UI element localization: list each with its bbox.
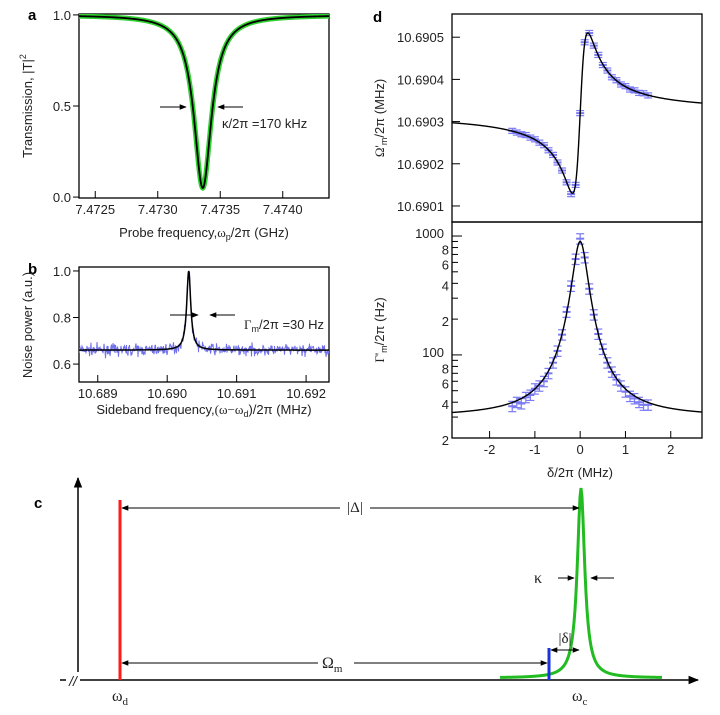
plot-frame xyxy=(78,266,330,383)
data-point xyxy=(576,233,585,245)
d-bottom-ylabel: Γ'm/2π (Hz) xyxy=(372,297,389,362)
plot-area xyxy=(452,233,702,414)
x-tick-label: 2 xyxy=(667,442,674,457)
x-tick-label: 7.4725 xyxy=(75,202,115,217)
fit-curve-d-top xyxy=(452,32,702,195)
y-tick-label: 10.6903 xyxy=(397,115,444,130)
y-tick-label: 10.6904 xyxy=(397,72,444,87)
data-point xyxy=(562,179,571,186)
y-tick-label: 1000 xyxy=(415,226,444,241)
y-tick-label: 4 xyxy=(442,278,449,293)
x-tick-label: 10.690 xyxy=(147,386,187,401)
y-tick-label: 1.0 xyxy=(53,8,71,23)
y-tick-label: 2 xyxy=(442,433,449,448)
omega-m-label: Ωm xyxy=(322,655,343,675)
d-xlabel: δ/2π (MHz) xyxy=(547,465,613,480)
a-xlabel: Probe frequency,ωp/2π (GHz) xyxy=(119,225,289,242)
y-tick-label: 10.6901 xyxy=(397,199,444,214)
data-point xyxy=(644,399,653,411)
omega-d-label: ωd xyxy=(112,688,129,708)
x-tick-label: 10.691 xyxy=(217,386,257,401)
b-ylabel: Noise power (a.u.) xyxy=(20,272,35,378)
plot-d-top: 10.6901 10.6902 10.6903 10.6904 10.6905 xyxy=(397,13,703,223)
y-tick-label: 0.5 xyxy=(53,99,71,114)
small-delta-label: |δ| xyxy=(558,631,571,647)
y-tick-label: 8 xyxy=(442,361,449,376)
omega-m-label-bg xyxy=(318,650,354,674)
y-tick-label: 1.0 xyxy=(53,264,71,279)
noise-data xyxy=(79,271,329,359)
data-point xyxy=(616,380,625,392)
y-tick-label: 6 xyxy=(442,257,449,272)
plot-frame xyxy=(451,221,703,439)
axis-break: // xyxy=(68,673,79,689)
a-ylabel: Transmission, |T|2 xyxy=(18,54,35,158)
y-tick-label: 100 xyxy=(422,345,444,360)
transmission-data xyxy=(79,14,329,191)
x-tick-label: 10.692 xyxy=(286,386,326,401)
diagram-c: // |Δ| Ωm |δ| κ ωd ωc xyxy=(60,476,700,708)
panel-label-c: c xyxy=(34,495,42,512)
x-tick-label: -2 xyxy=(484,442,496,457)
fit-curve-d-bottom xyxy=(452,240,702,414)
x-tick-label: 7.4735 xyxy=(200,202,240,217)
y-tick-label: 8 xyxy=(442,243,449,258)
omega-c-label: ωc xyxy=(572,688,588,708)
transmission-fit xyxy=(79,15,329,190)
cavity-lorentzian xyxy=(499,487,663,679)
panel-label-d: d xyxy=(373,9,382,26)
y-tick-label: 0.6 xyxy=(53,357,71,372)
b-gamma-annotation: Γm/2π =30 Hz xyxy=(244,317,324,334)
x-tick-label: -1 xyxy=(529,442,541,457)
plot-b: 10.689 10.690 10.691 10.692 0.6 0.8 1.0 xyxy=(53,264,330,401)
plot-a: 7.4725 7.4730 7.4735 7.4740 0.0 0.5 1.0 xyxy=(53,8,330,217)
y-tick-label: 6 xyxy=(442,376,449,391)
y-tick-label: 2 xyxy=(442,314,449,329)
kappa-label: κ xyxy=(534,570,542,587)
x-tick-label: 1 xyxy=(622,442,629,457)
axis-break-mask xyxy=(66,672,80,686)
detuning-label-bg xyxy=(340,494,370,516)
plot-area xyxy=(79,270,329,359)
y-tick-label: 10.6902 xyxy=(397,157,444,172)
data-point xyxy=(612,374,621,386)
panel-label-b: b xyxy=(28,261,37,278)
x-tick-label: 10.689 xyxy=(78,386,118,401)
plot-frame xyxy=(451,13,703,223)
plot-area xyxy=(452,29,702,198)
x-tick-label: 0 xyxy=(577,442,584,457)
y-tick-label: 0.8 xyxy=(53,311,71,326)
noise-fit xyxy=(79,270,329,351)
x-tick-label: 7.4740 xyxy=(263,202,303,217)
x-tick-label: 7.4730 xyxy=(138,202,178,217)
y-tick-label: 4 xyxy=(442,397,449,412)
plot-area xyxy=(79,14,329,191)
a-kappa-annotation: κ/2π =170 kHz xyxy=(222,116,307,131)
y-tick-label: 10.6905 xyxy=(397,30,444,45)
panel-label-a: a xyxy=(28,7,37,24)
d-top-ylabel: Ω'm/2π (MHz) xyxy=(372,79,389,157)
b-xlabel: Sideband frequency,(ω−ωd)/2π (MHz) xyxy=(96,402,311,419)
detuning-label: |Δ| xyxy=(347,500,363,516)
y-tick-label: 0.0 xyxy=(53,190,71,205)
